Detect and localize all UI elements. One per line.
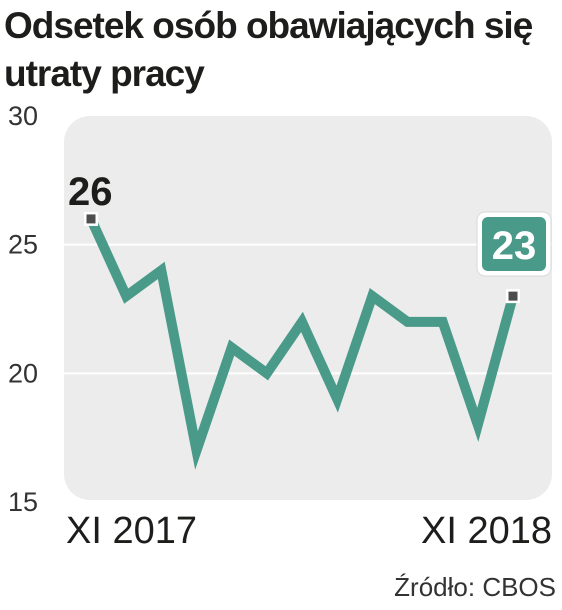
data-label-box (482, 217, 546, 271)
plot-background (64, 116, 552, 500)
point-marker (86, 214, 96, 224)
chart-title: Odsetek osób obawiających się utraty pra… (4, 2, 560, 98)
x-tick-label: XI 2018 (421, 510, 552, 552)
title-line-2: utraty pracy (4, 53, 205, 94)
y-tick-label: 25 (8, 230, 38, 260)
data-label: 26 (68, 170, 113, 214)
y-tick-label: 30 (8, 101, 38, 131)
y-tick-label: 15 (8, 487, 38, 517)
series-line (86, 216, 518, 470)
source-note: Źródło: CBOS (394, 572, 556, 602)
data-label: 23 (492, 224, 537, 268)
point-marker (508, 291, 518, 301)
y-tick-label: 20 (8, 358, 38, 388)
x-tick-label: XI 2017 (66, 510, 197, 552)
title-line-1: Odsetek osób obawiających się (4, 5, 533, 46)
